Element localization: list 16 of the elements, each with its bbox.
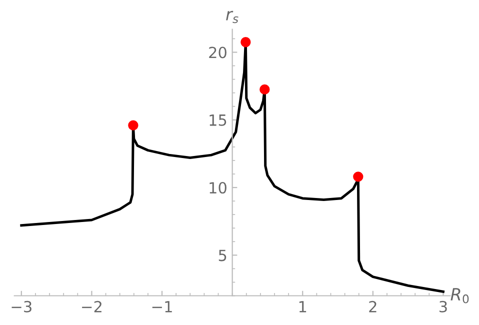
y-tick-label: 10 [210,182,226,194]
y-tick-label: 20 [209,46,226,58]
x-tick-label: 2 [369,300,376,312]
point [128,120,138,130]
x-tick-label: 1 [299,301,306,312]
point [240,37,251,48]
x-tick-label: 3 [440,300,447,312]
x-tick-label: −1 [152,301,172,312]
y-tick-label: 15 [210,114,226,126]
x-tick-label: −2 [82,300,102,312]
x-axis-title: R$_{0}$ [450,288,469,304]
x-tick-label: −3 [12,300,32,312]
point [260,84,270,95]
y-tick-label: 5 [218,250,226,262]
point [353,172,364,182]
y-axis-title: r$_{s}$ [226,10,238,24]
